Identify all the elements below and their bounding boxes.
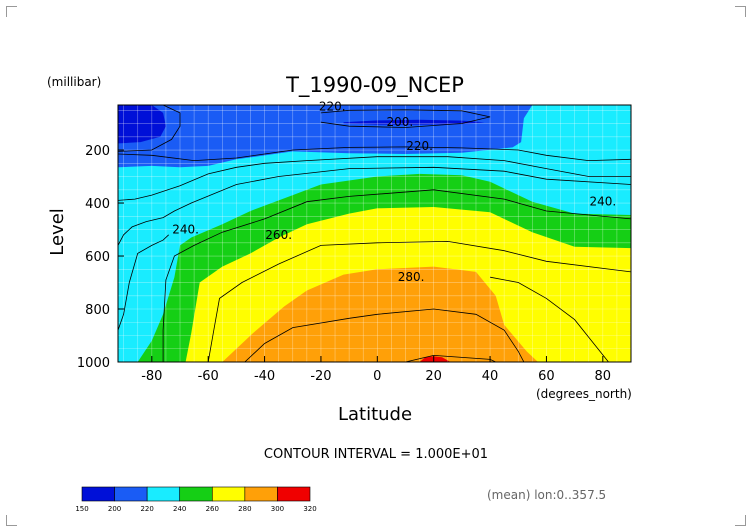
contour-label-3: 240. <box>172 223 199 237</box>
x-tick-label: 0 <box>373 369 381 384</box>
contour-line-6 <box>162 189 631 362</box>
colorbar-label: 300 <box>271 505 284 513</box>
colorbar-swatch-3 <box>179 486 213 502</box>
colorbar-label: 320 <box>303 505 316 513</box>
contour-fill-6 <box>419 356 451 362</box>
x-tick-label: 80 <box>595 369 612 384</box>
contour-label-5: 240. <box>589 195 616 209</box>
contour-line-1 <box>118 146 631 162</box>
y-axis-title: Level <box>47 208 68 256</box>
x-axis-title: Latitude <box>338 404 412 425</box>
y-tick-label: 1000 <box>77 356 110 371</box>
axes: -80 -60 -40 -20 0 20 40 60 80 200 400 600 800 1000 <box>77 144 611 384</box>
colorbar-swatch-2 <box>146 486 181 502</box>
contour-line-9 <box>405 354 496 362</box>
colorbar-swatch-5 <box>244 486 278 502</box>
y-tick-label: 600 <box>85 250 110 265</box>
x-unit-label: (degrees_north) <box>536 387 632 401</box>
colorbar-swatch-1 <box>114 486 148 502</box>
colorbar-label: 280 <box>238 505 251 513</box>
contour-line-0 <box>118 105 181 152</box>
contour-line-5 <box>118 234 169 331</box>
contour-labels: 220. 200. 220. 240. 260. 240. 280. <box>172 99 616 284</box>
contour-label-2: 220. <box>406 139 433 153</box>
colorbar-label: 260 <box>206 505 219 513</box>
plot-frame <box>117 104 632 363</box>
contour-line-10 <box>490 276 609 362</box>
chart-title: T_1990-09_NCEP <box>285 73 464 98</box>
y-tick-label: 800 <box>85 303 110 318</box>
x-tick-label: -40 <box>254 369 275 384</box>
crop-mark-top-right <box>735 6 746 17</box>
mean-longitude-note: (mean) lon:0..357.5 <box>487 488 606 502</box>
colorbar-swatch-0 <box>81 486 115 502</box>
contour-fill-2 <box>343 119 485 125</box>
x-tick-label: -80 <box>141 369 162 384</box>
y-tick-label: 400 <box>85 197 110 212</box>
x-tick-label: 40 <box>482 369 499 384</box>
contour-line-8 <box>244 308 525 362</box>
x-tick-label: 60 <box>538 369 555 384</box>
colorbar-label: 220 <box>140 505 153 513</box>
colorbar: 150 200 220 240 260 280 300 320 <box>75 486 317 513</box>
contour-line-4 <box>118 166 631 246</box>
contour-line-2 <box>320 109 491 128</box>
contour-interval-note: CONTOUR INTERVAL = 1.000E+01 <box>264 447 488 462</box>
contour-label-6: 280. <box>398 270 425 284</box>
colorbar-label: 150 <box>75 505 88 513</box>
contour-label-4: 260. <box>265 228 292 242</box>
colorbar-swatch-6 <box>277 486 311 502</box>
crop-mark-bottom-left <box>6 515 17 526</box>
x-tick-label: 20 <box>425 369 442 384</box>
colorbar-swatch-4 <box>211 486 246 502</box>
contour-fills <box>118 105 631 362</box>
contour-line-3 <box>118 156 631 201</box>
x-tick-label: -60 <box>198 369 219 384</box>
contour-label-0: 220. <box>319 99 346 113</box>
contour-fill-1 <box>118 105 166 144</box>
contour-label-1: 200. <box>387 115 414 129</box>
colorbar-label: 200 <box>108 505 121 513</box>
contour-line-7 <box>207 240 631 362</box>
contour-lines <box>118 105 631 362</box>
colorbar-label: 240 <box>173 505 186 513</box>
grid-lines <box>118 105 631 362</box>
y-tick-label: 200 <box>85 144 110 159</box>
y-unit-label: (millibar) <box>47 75 101 89</box>
crop-mark-bottom-right <box>735 515 746 526</box>
crop-mark-top-left <box>6 6 17 17</box>
x-tick-label: -20 <box>310 369 331 384</box>
